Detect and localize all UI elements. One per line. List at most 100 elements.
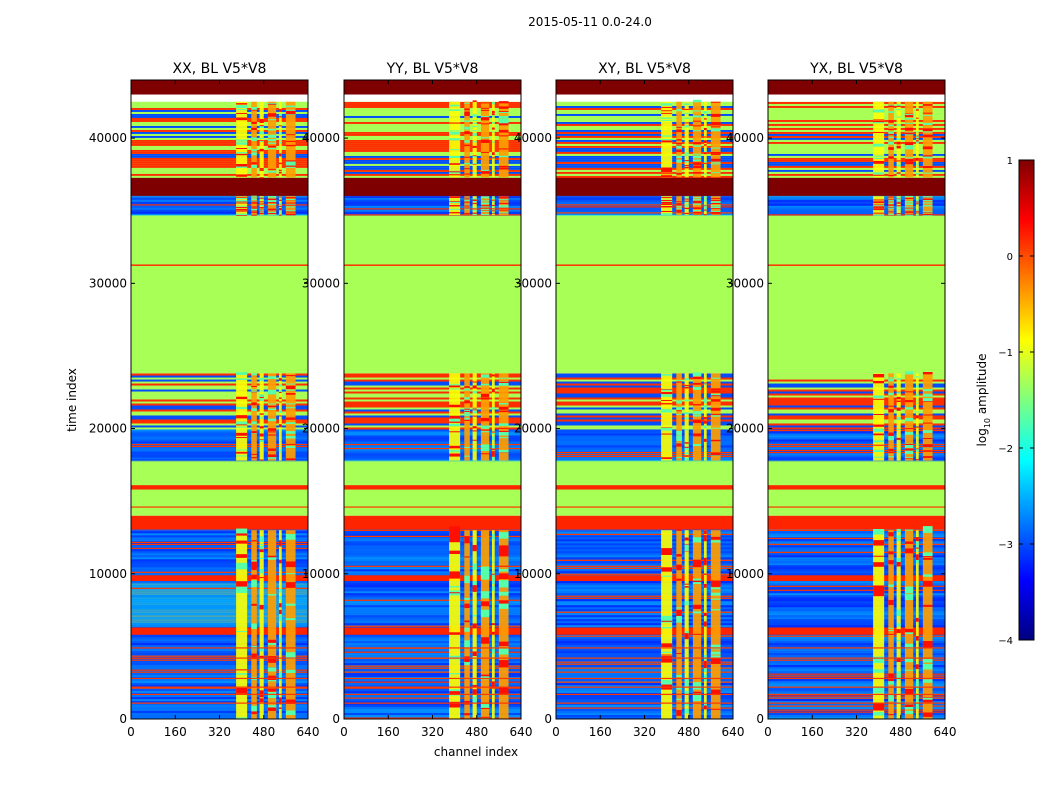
rfi-speck [661,374,673,376]
rfi-speck [259,205,264,207]
noise-row [556,429,733,432]
rfi-speck [472,163,477,165]
rfi-speck [676,698,682,700]
striped-row [768,141,945,144]
flag-line [131,506,308,508]
rfi-channel-band [278,101,282,178]
rfi-speck [710,122,721,125]
rfi-channel-band [888,373,894,461]
rfi-speck [904,147,914,150]
time-band [556,575,733,582]
rfi-speck [915,173,919,175]
rfi-speck [661,392,673,395]
striped-row [131,109,308,112]
rfi-speck [873,172,885,175]
rfi-speck [498,403,509,405]
rfi-speck [498,209,509,211]
striped-row [768,153,945,156]
rfi-speck [472,392,477,394]
rfi-speck [915,448,919,450]
rfi-speck [904,132,914,135]
noise-row [768,621,945,624]
rfi-speck [661,213,673,215]
rfi-speck [259,138,264,140]
rfi-speck [904,710,914,715]
rfi-speck [692,210,702,212]
rfi-speck [692,202,702,204]
noise-row [768,571,945,574]
rfi-speck [915,109,919,111]
noise-row [556,201,733,204]
striped-row [131,153,308,156]
rfi-speck [710,390,721,393]
rfi-speck [703,612,707,614]
striped-row [344,417,521,420]
rfi-speck [703,583,707,588]
noise-row [131,595,308,598]
striped-row [768,423,945,426]
rfi-speck [888,202,894,204]
striped-row [768,385,945,388]
striped-row [768,169,945,172]
rfi-speck [888,435,894,440]
rfi-speck [278,588,282,593]
striped-row [556,143,733,146]
rfi-speck [922,199,933,201]
striped-row [556,423,733,426]
rfi-speck [904,529,914,531]
noise-row [556,555,733,558]
rfi-speck [915,212,919,214]
rfi-speck [251,197,257,199]
rfi-speck [259,440,264,442]
noise-row [768,555,945,558]
rfi-speck [251,202,257,204]
noise-row [131,639,308,642]
rfi-speck [251,453,257,455]
flag-line [131,264,308,266]
rfi-speck [904,214,914,216]
noise-row [768,637,945,640]
rfi-speck [710,201,721,203]
noise-row [556,705,733,708]
rfi-speck [676,432,682,436]
striped-row [344,137,521,140]
rfi-speck [498,641,509,647]
striped-row [556,413,733,416]
rfi-speck [236,432,248,436]
rfi-speck [684,600,689,606]
x-tick-label: 640 [510,725,533,739]
rfi-speck [464,131,470,135]
rfi-speck [472,623,477,629]
rfi-speck [285,443,296,445]
flag-line [131,647,308,649]
rfi-speck [888,175,894,177]
striped-row [768,145,945,148]
flag-line [556,647,733,649]
rfi-speck [267,197,277,199]
heatmap-panel-xy: XY, BL V5*V80 160 320 480 640010000200003000… [514,61,745,739]
striped-row [768,393,945,396]
rfi-speck [472,155,477,157]
rfi-speck [278,171,282,174]
rfi-speck [259,604,264,610]
flagged-row [556,573,733,575]
striped-row [768,143,945,146]
striped-row [131,123,308,126]
rfi-speck [449,449,461,451]
rfi-speck [259,545,264,552]
rfi-speck [491,204,495,206]
noise-row [344,669,521,672]
rfi-speck [464,413,470,417]
striped-row [344,125,521,128]
rfi-speck [267,688,277,692]
striped-row [344,159,521,162]
rfi-speck [498,432,509,436]
rfi-speck [692,201,702,203]
rfi-speck [480,601,490,607]
rfi-channel-band [464,101,470,178]
noise-row [131,557,308,560]
rfi-speck [896,201,901,203]
striped-row [344,395,521,398]
rfi-speck [684,452,689,455]
striped-row [556,169,733,172]
